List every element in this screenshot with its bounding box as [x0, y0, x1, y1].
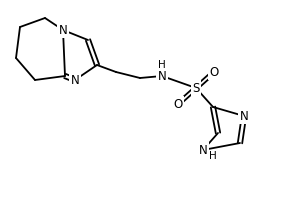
Text: N: N — [240, 110, 248, 122]
Text: N: N — [70, 73, 80, 86]
Text: N: N — [58, 23, 68, 36]
Text: N: N — [158, 70, 166, 82]
Text: O: O — [209, 66, 219, 78]
Text: O: O — [173, 98, 183, 110]
Text: S: S — [192, 82, 200, 95]
Text: H: H — [209, 151, 217, 161]
Text: N: N — [199, 144, 207, 156]
Text: H: H — [158, 60, 166, 70]
